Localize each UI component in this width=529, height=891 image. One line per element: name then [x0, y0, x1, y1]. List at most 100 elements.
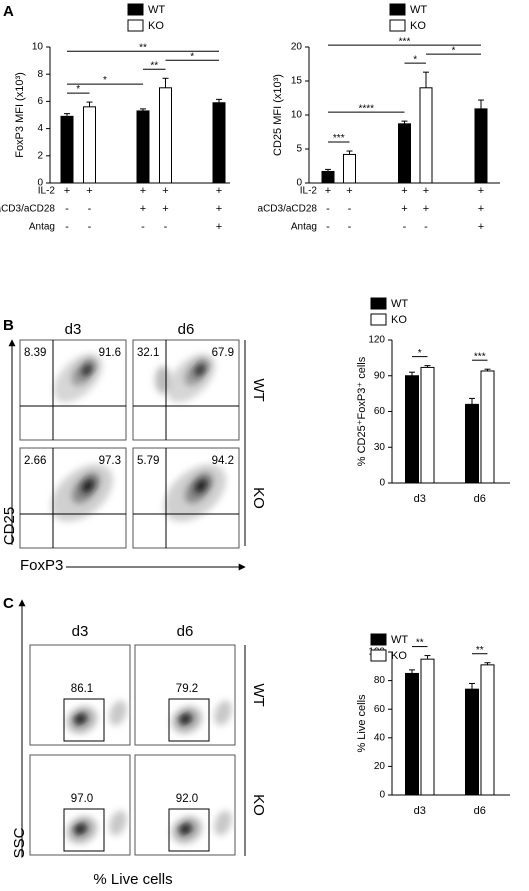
quadrant-value: 2.66	[24, 455, 46, 467]
condition-sign: +	[478, 185, 484, 197]
condition-sign: +	[162, 185, 168, 197]
condition-sign: -	[65, 203, 69, 215]
density	[155, 366, 171, 394]
y-tick-label: 0	[296, 178, 302, 189]
legend-swatch	[127, 19, 144, 32]
quadrant-value: 94.2	[212, 455, 234, 467]
significance-label: *	[418, 348, 422, 359]
condition-sign: -	[326, 203, 330, 215]
bar	[83, 106, 96, 184]
significance-label: **	[150, 60, 158, 71]
condition-sign: +	[423, 185, 429, 197]
plot-frame	[19, 339, 127, 441]
bar	[398, 123, 411, 184]
gate-value: 79.2	[176, 683, 198, 695]
condition-sign: -	[424, 221, 428, 233]
x-axis-label: FoxP3	[20, 557, 63, 574]
row-label: WT	[250, 683, 267, 706]
y-tick-label: 0	[37, 178, 43, 189]
y-tick-label: 0	[379, 790, 385, 801]
condition-sign: -	[141, 221, 145, 233]
density	[76, 825, 84, 833]
condition-sign: +	[478, 203, 484, 215]
panel-letter: C	[3, 595, 14, 612]
legend-label: WT	[391, 634, 408, 646]
condition-sign: +	[401, 203, 407, 215]
legend-label: KO	[391, 314, 407, 326]
bar	[405, 375, 419, 484]
density	[194, 364, 206, 376]
x-tick-label: d3	[414, 805, 426, 817]
y-tick-label: 10	[291, 110, 303, 121]
y-tick-label: 6	[37, 96, 43, 107]
plot-frame	[19, 447, 127, 549]
y-axis-label: FoxP3 MFI (x10³)	[14, 72, 26, 158]
y-tick-label: 8	[37, 69, 43, 80]
y-tick-label: 30	[374, 442, 386, 453]
gate	[63, 698, 105, 742]
y-tick-label: 60	[374, 406, 386, 417]
bar	[405, 672, 419, 796]
condition-sign: +	[140, 203, 146, 215]
condition-sign: -	[326, 221, 330, 233]
quadrant-value: 97.3	[99, 455, 121, 467]
density	[81, 364, 93, 376]
significance-label: *	[190, 51, 194, 62]
y-axis-label: CD25 MFI (x10³)	[272, 74, 284, 156]
significance-label: *	[76, 84, 80, 95]
panel-letter: B	[3, 317, 14, 334]
column-header: d6	[177, 623, 194, 640]
bar	[60, 115, 74, 184]
plot-frame	[29, 754, 131, 856]
bar	[480, 370, 495, 484]
condition-sign: +	[86, 185, 92, 197]
condition-sign: +	[325, 185, 331, 197]
legend-label: KO	[410, 20, 426, 32]
condition-sign: -	[348, 203, 352, 215]
condition-label: IL-2	[300, 186, 318, 197]
gate	[168, 808, 210, 852]
condition-sign: +	[216, 185, 222, 197]
y-axis-label: CD25	[1, 507, 18, 545]
plot-frame	[134, 644, 236, 746]
column-header: d3	[72, 623, 89, 640]
condition-sign: -	[88, 203, 92, 215]
density	[214, 700, 232, 726]
condition-sign: -	[348, 221, 352, 233]
condition-label: Antag	[291, 222, 317, 233]
condition-sign: -	[88, 221, 92, 233]
y-tick-label: 40	[374, 732, 386, 743]
legend-label: WT	[148, 4, 165, 16]
quadrant-value: 8.39	[24, 347, 46, 359]
y-tick-label: 90	[374, 370, 386, 381]
condition-sign: +	[216, 203, 222, 215]
column-header: d6	[178, 321, 195, 338]
significance-label: *	[452, 45, 456, 56]
row-label: KO	[250, 487, 267, 509]
condition-label: aCD3/aCD28	[0, 204, 55, 215]
legend-swatch	[389, 3, 406, 16]
gate-value: 86.1	[71, 683, 93, 695]
significance-label: ****	[358, 103, 374, 114]
bar	[212, 102, 226, 184]
quadrant-value: 91.6	[99, 347, 121, 359]
column-header: d3	[65, 321, 82, 338]
y-tick-label: 15	[291, 76, 303, 87]
quadrant-value: 32.1	[137, 347, 159, 359]
plot-frame	[29, 644, 131, 746]
y-axis-label: % Live cells	[356, 694, 368, 753]
x-tick-label: d3	[414, 493, 426, 505]
bar	[480, 664, 495, 796]
condition-sign: -	[164, 221, 168, 233]
plot-frame	[134, 754, 236, 856]
condition-sign: +	[216, 221, 222, 233]
x-tick-label: d6	[474, 805, 486, 817]
gate	[168, 698, 210, 742]
bar	[136, 110, 150, 184]
density	[76, 715, 84, 723]
y-axis-label: SSC	[11, 827, 28, 858]
condition-sign: -	[403, 221, 407, 233]
bar	[474, 108, 488, 184]
condition-sign: +	[64, 185, 70, 197]
bar	[420, 366, 435, 484]
